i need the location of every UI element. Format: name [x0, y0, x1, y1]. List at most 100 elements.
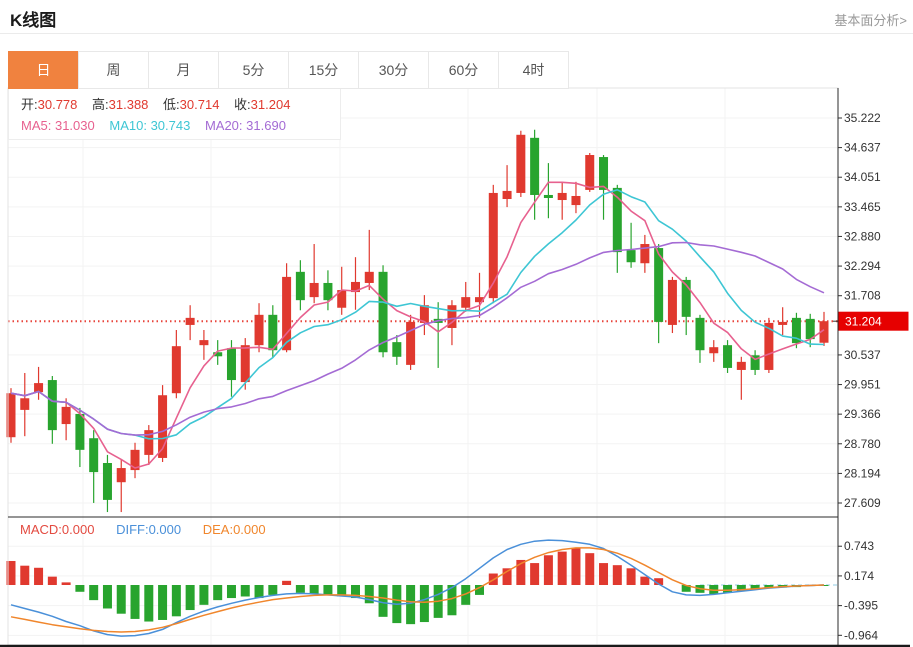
candle-body [323, 282, 333, 301]
candle-body [599, 157, 609, 190]
candle-body [723, 345, 733, 368]
macd-hist-bar [543, 555, 553, 585]
macd-hist-bar [226, 585, 236, 599]
candle-body [89, 438, 99, 473]
price-axis-label: 33.465 [844, 200, 881, 214]
macd-hist-bar [34, 567, 44, 585]
candle-body [20, 398, 30, 410]
page-title: K线图 [10, 11, 57, 30]
ma10-line [10, 189, 825, 440]
macd-hist-bar [447, 585, 457, 616]
macd-hist-bar [516, 559, 526, 585]
macd-hist-bar [530, 563, 540, 585]
candle-body [488, 192, 498, 299]
open-label: 开: [21, 97, 38, 112]
candle-body [461, 297, 471, 308]
candle-body [34, 383, 44, 393]
tab-5min[interactable]: 5分 [218, 51, 289, 89]
tab-15min[interactable]: 15分 [288, 51, 359, 89]
price-axis-label: 31.708 [844, 289, 881, 303]
macd-hist-bar [750, 585, 760, 590]
price-axis-label: 29.366 [844, 407, 881, 421]
price-axis-label: 29.951 [844, 378, 881, 392]
price-axis-label: 32.880 [844, 229, 881, 243]
header-divider [0, 33, 913, 34]
macd-hist-bar [585, 553, 595, 585]
fundamental-analysis-link[interactable]: 基本面分析> [834, 13, 907, 28]
tab-week[interactable]: 周 [78, 51, 149, 89]
candle-body [47, 380, 57, 431]
close-label: 收: [234, 97, 251, 112]
tab-30min[interactable]: 30分 [358, 51, 429, 89]
price-axis-label: 28.780 [844, 437, 881, 451]
macd-hist-bar [144, 585, 154, 622]
candle-body [130, 449, 140, 471]
macd-hist-bar [199, 585, 209, 605]
candle-body [337, 290, 347, 308]
price-axis-label: 35.222 [844, 111, 881, 125]
price-axis-label: 34.637 [844, 141, 881, 155]
ma10-label: MA10: [109, 118, 147, 133]
macd-hist-bar [116, 585, 126, 614]
macd-hist-bar [364, 585, 374, 604]
macd-hist-bar [612, 565, 622, 585]
macd-hist-bar [640, 576, 650, 585]
macd-hist-bar [213, 585, 223, 601]
candle-body [695, 317, 705, 351]
candle-body [516, 134, 526, 193]
close-value: 31.204 [250, 97, 291, 112]
dea-value: 0.000 [233, 522, 266, 537]
candle-body [309, 282, 319, 298]
candle-body [406, 321, 416, 365]
tab-60min[interactable]: 60分 [428, 51, 499, 89]
tab-4hour[interactable]: 4时 [498, 51, 569, 89]
low-label: 低: [163, 97, 180, 112]
macd-hist-bar [723, 585, 733, 593]
candle-body [764, 322, 774, 370]
candle-body [171, 346, 181, 394]
macd-axis-label: 0.174 [844, 569, 874, 583]
candle-body [640, 244, 650, 264]
current-price-tag-value: 31.204 [845, 315, 882, 329]
candle-body [530, 137, 540, 195]
candle-body [295, 271, 305, 301]
candle-body [102, 462, 112, 500]
candle-body [709, 347, 719, 354]
tab-day[interactable]: 日 [8, 51, 79, 89]
candle-body [681, 279, 691, 317]
dea-line [10, 547, 825, 633]
candle-body [654, 248, 664, 322]
macd-hist-bar [47, 576, 57, 585]
macd-hist-bar [654, 578, 664, 585]
candle-body [61, 406, 71, 425]
macd-axis-label: -0.395 [844, 599, 878, 613]
candle-body [392, 342, 402, 357]
macd-hist-bar [102, 585, 112, 609]
candle-body [667, 279, 677, 325]
candle-body [116, 468, 126, 483]
price-axis-label: 34.051 [844, 170, 881, 184]
macd-hist-bar [158, 585, 168, 620]
high-label: 高: [92, 97, 109, 112]
tab-month[interactable]: 月 [148, 51, 219, 89]
price-axis-label: 28.194 [844, 466, 881, 480]
macd-value: 0.000 [61, 522, 95, 537]
macd-hist-bar [502, 568, 512, 585]
price-axis-label: 32.294 [844, 259, 881, 273]
candle-body [144, 430, 154, 455]
candle-body [502, 190, 512, 200]
macd-hist-bar [571, 547, 581, 585]
macd-hist-bar [461, 585, 471, 605]
macd-hist-bar [626, 568, 636, 585]
candle-body [75, 413, 85, 450]
macd-hist-bar [419, 585, 429, 623]
candle-body [185, 317, 195, 325]
ohlc-info-box: 开:30.778 高:31.388 低:30.714 收:31.204 MA5:… [8, 88, 341, 140]
candle-body [240, 345, 250, 383]
price-axis-label: 30.537 [844, 348, 881, 362]
candle-body [378, 271, 388, 353]
ma10-value: 30.743 [150, 118, 191, 133]
macd-hist-bar [764, 585, 774, 589]
